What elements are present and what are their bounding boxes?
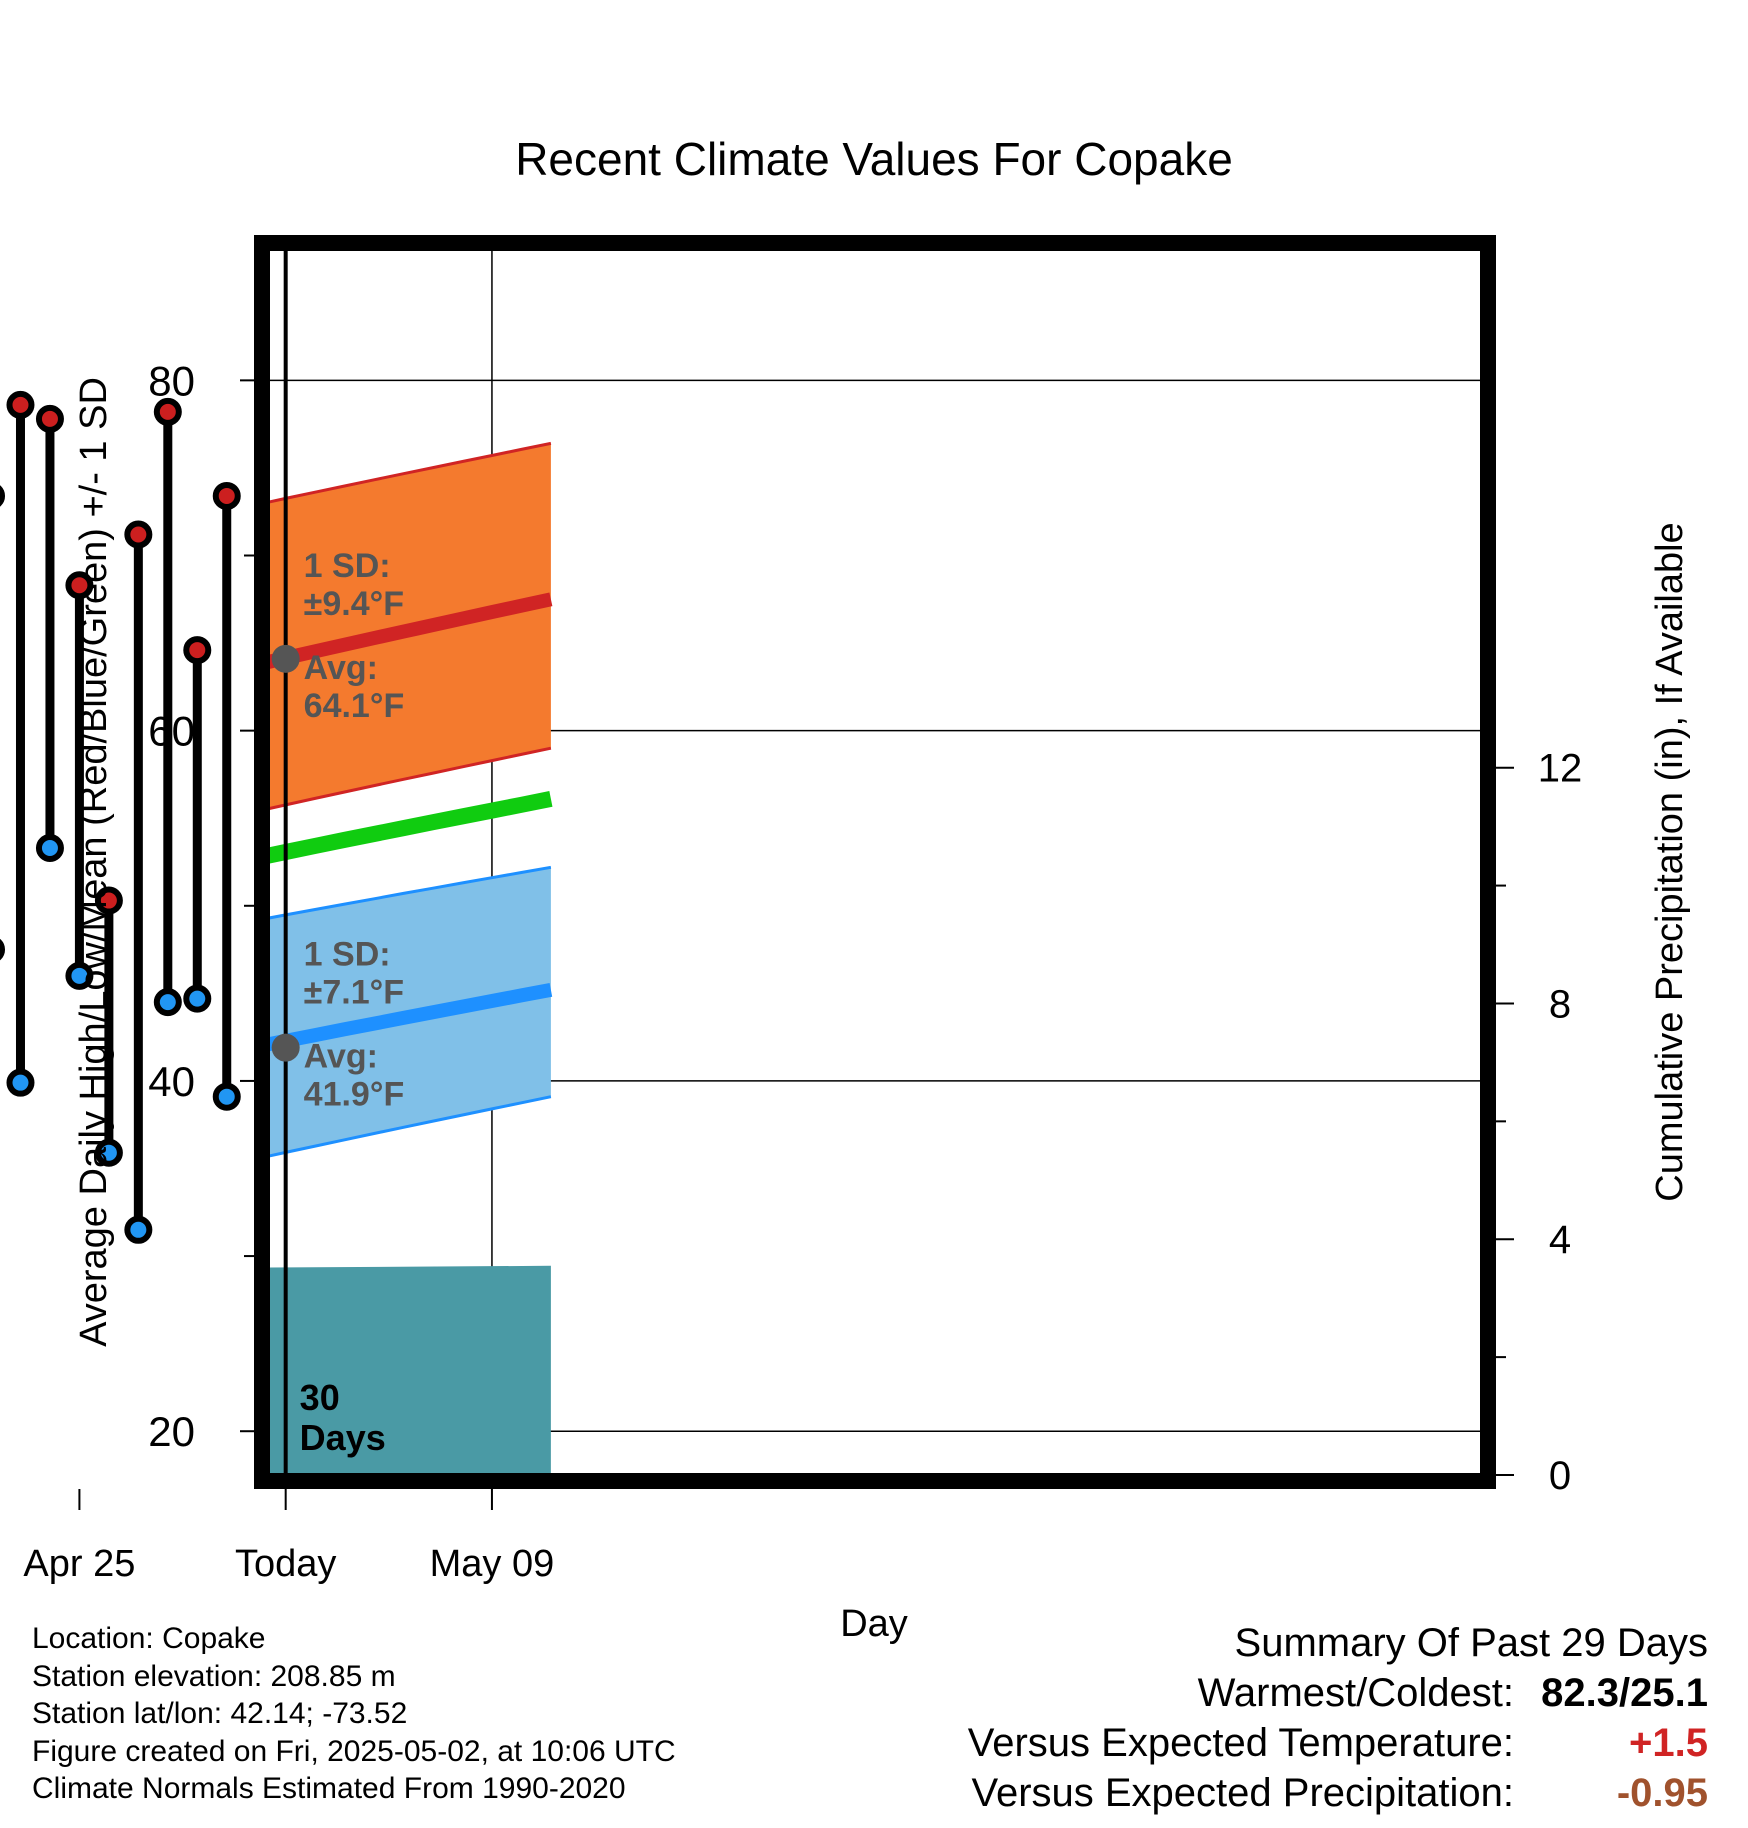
high-annotation-text: 64.1°F xyxy=(304,687,405,725)
high-temp-point xyxy=(35,404,64,433)
x-axis-label: Day xyxy=(840,1603,908,1645)
low-temp-point xyxy=(6,1068,35,1097)
precip-value: -0.95 xyxy=(1616,1771,1708,1815)
precip-row: Versus Expected Precipitation: -0.95 xyxy=(968,1768,1708,1818)
created-line: Figure created on Fri, 2025-05-02, at 10… xyxy=(32,1734,676,1768)
y-tick-label: 40 xyxy=(148,1058,195,1105)
low-avg-line xyxy=(268,983,553,1052)
high-avg-marker xyxy=(271,644,300,673)
temp-row: Versus Expected Temperature: +1.5 xyxy=(968,1718,1708,1768)
y2-tick-label: 8 xyxy=(1549,982,1571,1026)
high-sd-band-lower-edge xyxy=(268,746,552,811)
today-window-label: 30 xyxy=(300,1377,340,1418)
summary-heading: Summary Of Past 29 Days xyxy=(1234,1621,1708,1665)
mean-avg-line xyxy=(268,791,553,864)
high-temp-point xyxy=(0,485,6,507)
warm-cold-row: Warmest/Coldest: 82.3/25.1 xyxy=(968,1668,1708,1718)
high-temp-point xyxy=(183,636,212,665)
low-annotation-text: 1 SD: xyxy=(304,936,391,974)
high-temp-point xyxy=(153,397,182,426)
high-temp-point xyxy=(94,886,123,915)
low-temp-point xyxy=(0,938,6,961)
low-temp-point xyxy=(65,961,94,990)
y-axis-label: Average Daily High/Low/Mean (Red/Blue/Gr… xyxy=(73,377,115,1347)
y-tick-label: 80 xyxy=(148,357,195,404)
y-tick-label: 20 xyxy=(148,1408,195,1455)
low-sd-band-upper-edge xyxy=(268,865,552,920)
low-temp-point xyxy=(183,984,212,1013)
summary-panel: Summary Of Past 29 Days Warmest/Coldest:… xyxy=(968,1618,1708,1818)
low-temp-point xyxy=(124,1215,153,1244)
high-temp-point xyxy=(124,520,153,549)
warm-cold-label: Warmest/Coldest: xyxy=(1197,1671,1514,1715)
low-temp-point xyxy=(94,1138,123,1167)
precip-label: Versus Expected Precipitation: xyxy=(971,1771,1514,1815)
high-annotation-text: Avg: xyxy=(304,649,378,687)
low-annotation-text: 41.9°F xyxy=(304,1076,405,1114)
normals-line: Climate Normals Estimated From 1990-2020 xyxy=(32,1772,626,1805)
high-temp-point xyxy=(6,390,35,419)
y-tick-label: 60 xyxy=(148,708,195,755)
low-temp-point xyxy=(153,988,182,1017)
y2-tick-label: 0 xyxy=(1549,1454,1571,1498)
low-avg-marker xyxy=(271,1033,300,1062)
low-temp-point xyxy=(35,833,64,862)
high-sd-band-upper-edge xyxy=(268,441,552,504)
precip-area xyxy=(268,1265,551,1475)
temp-label: Versus Expected Temperature: xyxy=(967,1721,1514,1765)
x-tick-label: May 09 xyxy=(430,1543,555,1585)
x-tick-label: Today xyxy=(235,1543,336,1585)
high-annotation-text: 1 SD: xyxy=(304,547,391,585)
y2-axis-label: Cumulative Precipitation (in), If Availa… xyxy=(1649,522,1691,1201)
warm-cold-value: 82.3/25.1 xyxy=(1541,1671,1708,1715)
y2-tick-label: 12 xyxy=(1538,747,1583,791)
station-info: Location: Copake Station elevation: 208.… xyxy=(32,1620,676,1808)
high-temp-point xyxy=(212,481,241,510)
today-window-label: Days xyxy=(300,1417,386,1458)
low-annotation-text: ±7.1°F xyxy=(304,974,404,1012)
high-temp-point xyxy=(65,571,94,600)
high-avg-line xyxy=(268,592,553,670)
high-annotation-text: ±9.4°F xyxy=(304,585,404,623)
low-annotation-text: Avg: xyxy=(304,1038,378,1076)
latlon-line: Station lat/lon: 42.14; -73.52 xyxy=(32,1697,408,1730)
location-line: Location: Copake xyxy=(32,1622,266,1655)
low-sd-band-lower-edge xyxy=(268,1095,552,1158)
y2-tick-label: 4 xyxy=(1549,1218,1571,1262)
plot-frame xyxy=(254,235,1496,1489)
elevation-line: Station elevation: 208.85 m xyxy=(32,1659,396,1693)
temp-value: +1.5 xyxy=(1629,1721,1708,1765)
x-tick-label: Apr 25 xyxy=(23,1543,135,1585)
chart-title: Recent Climate Values For Copake xyxy=(515,133,1233,185)
low-temp-point xyxy=(212,1082,241,1111)
